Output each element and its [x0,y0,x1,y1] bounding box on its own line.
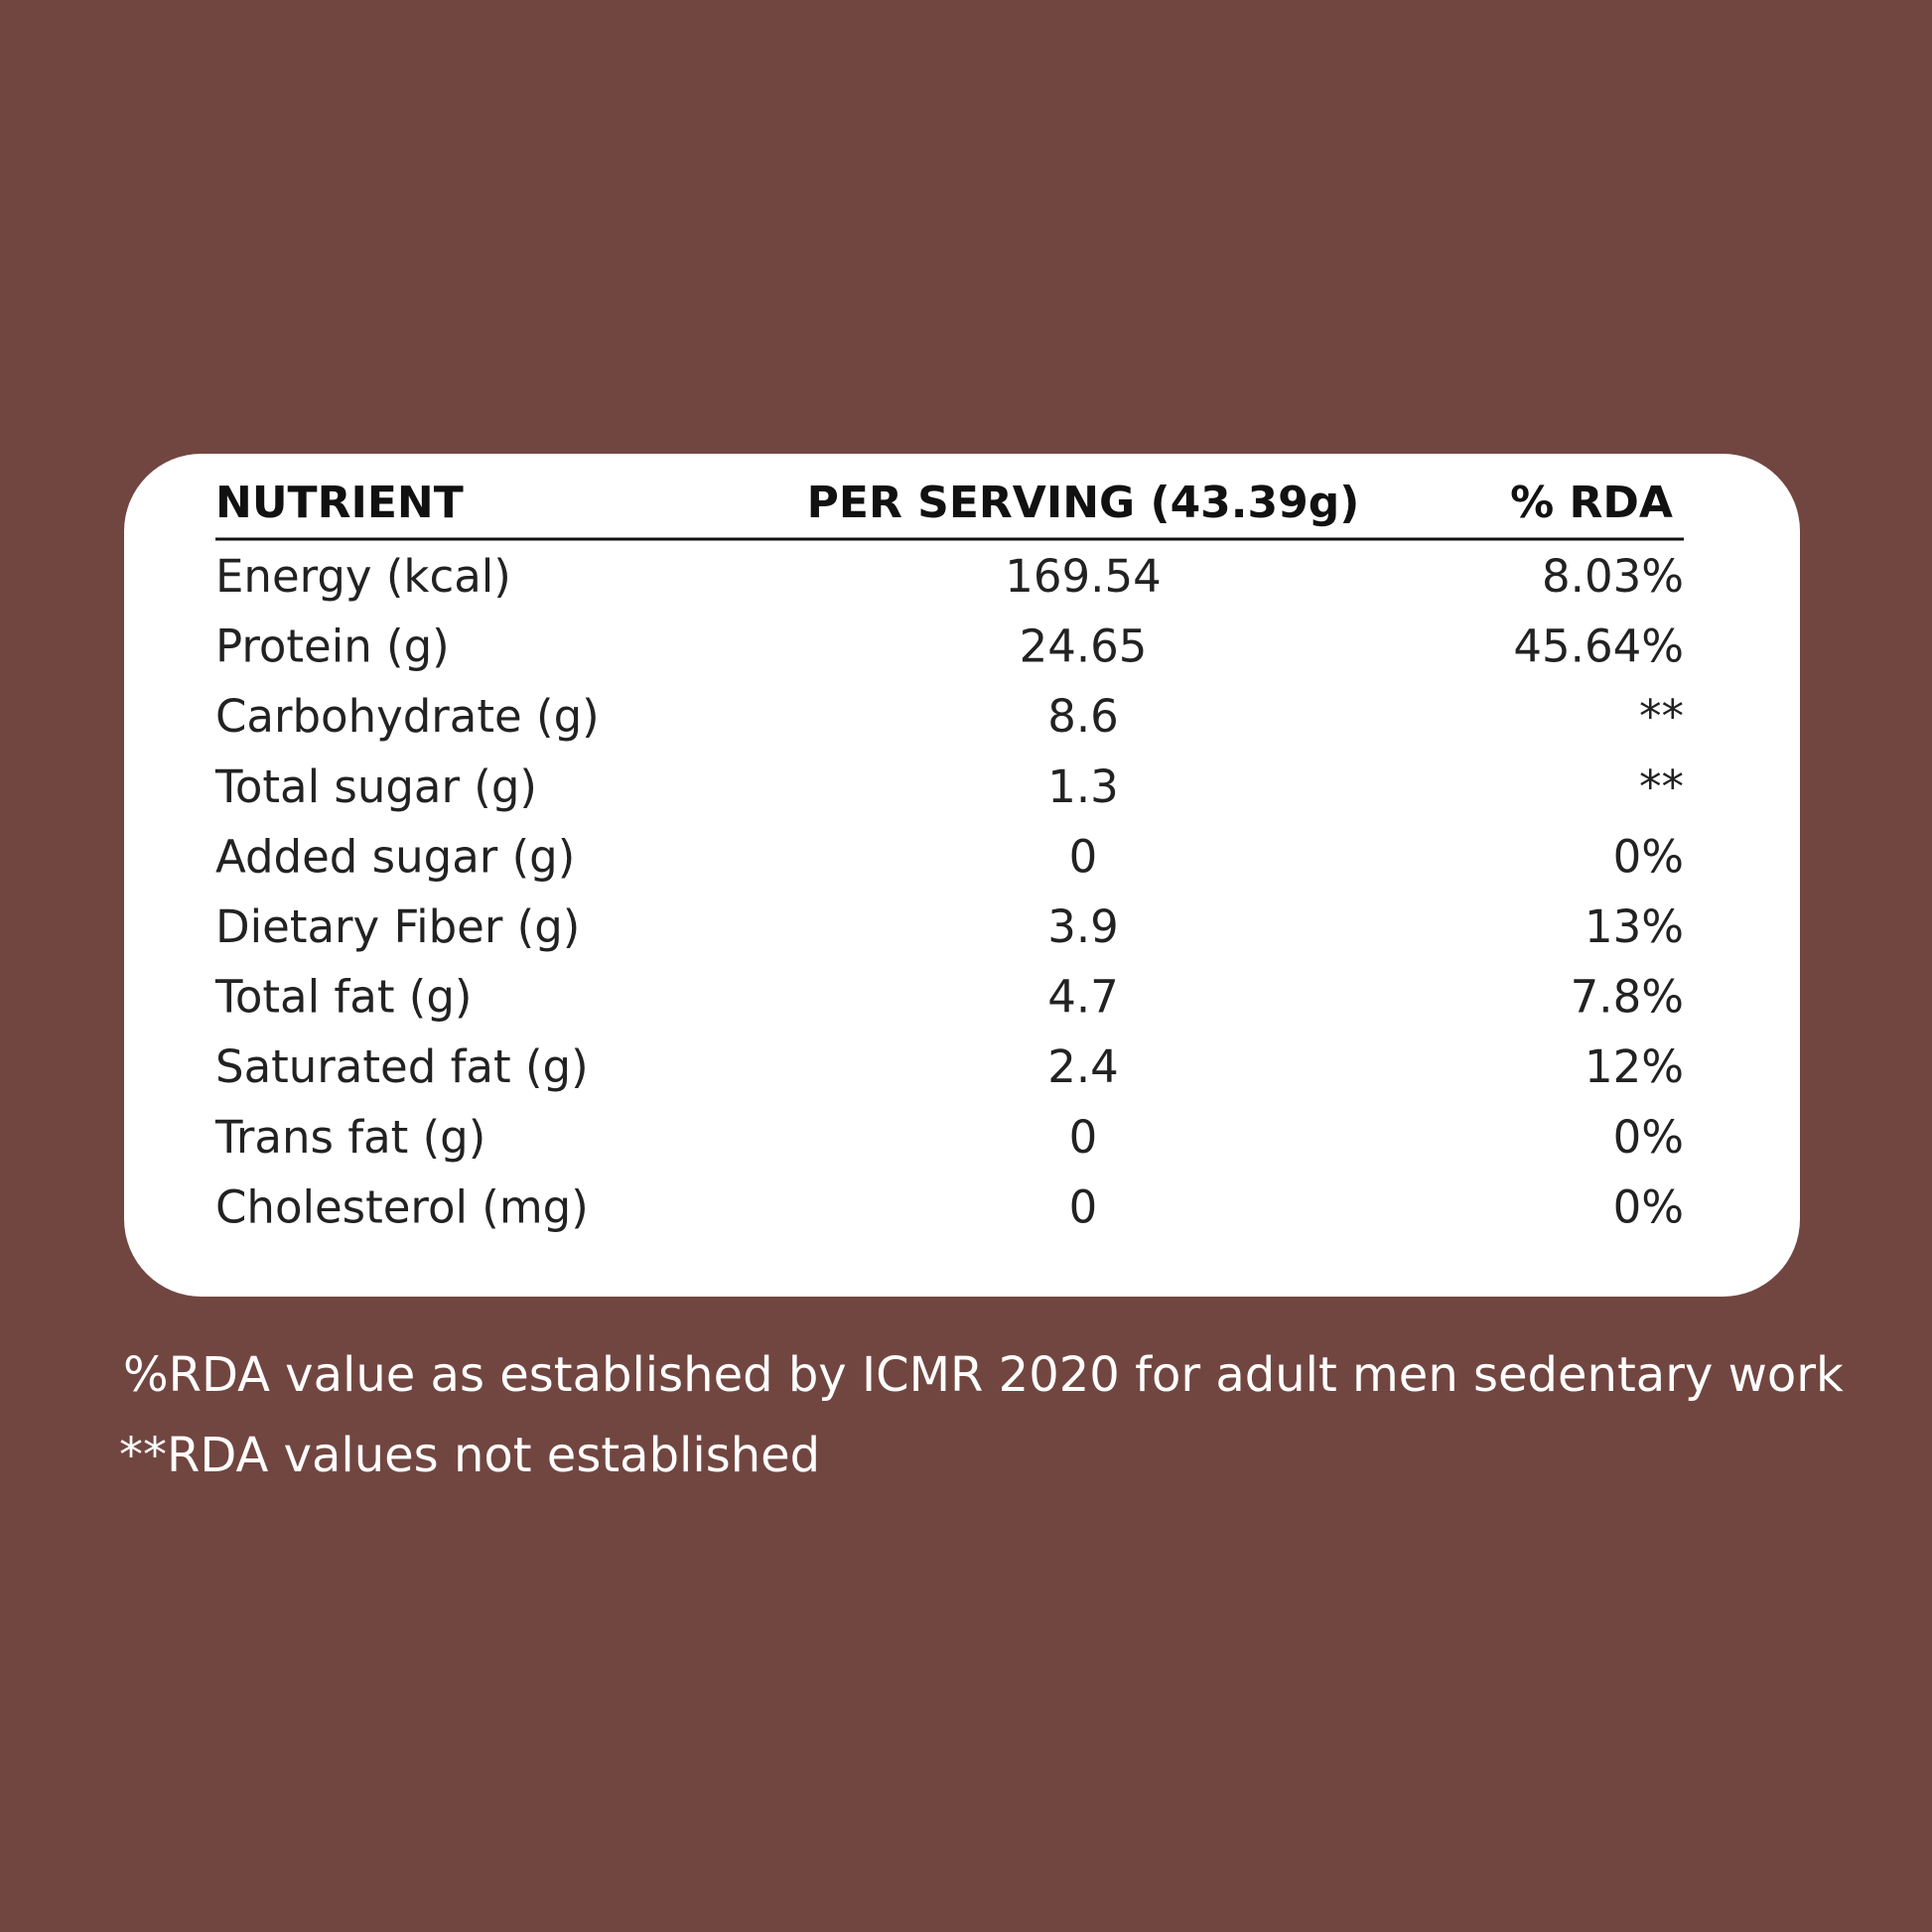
rda-value: 0% [1613,830,1684,883]
nutrient-name: Dietary Fiber (g) [215,900,580,953]
per-serving-value: 4.7 [1047,971,1119,1024]
per-serving-value: 24.65 [1020,621,1148,673]
nutrient-name: Added sugar (g) [215,830,575,883]
nutrient-name: Total sugar (g) [214,760,537,813]
rda-value: 45.64% [1513,621,1684,673]
nutrient-name: Carbohydrate (g) [215,690,600,743]
rda-value: 7.8% [1571,971,1684,1024]
rda-value: 0% [1613,1180,1684,1233]
footnote: **RDA values not established [119,1428,820,1483]
per-serving-value: 0 [1069,1111,1098,1164]
header-rda: % RDA [1510,478,1673,528]
rda-value: 12% [1585,1040,1684,1093]
per-serving-value: 0 [1069,830,1098,883]
per-serving-value: 3.9 [1047,900,1119,953]
header-nutrient: NUTRIENT [215,478,464,528]
per-serving-value: 1.3 [1047,760,1119,813]
nutrient-name: Trans fat (g) [214,1111,485,1164]
per-serving-value: 169.54 [1005,550,1161,603]
nutrient-name: Protein (g) [215,621,450,673]
nutrient-name: Energy (kcal) [215,550,511,603]
rda-value: ** [1639,690,1684,743]
rda-value: ** [1639,760,1684,813]
footnote: %RDA value as established by ICMR 2020 f… [123,1347,1844,1403]
per-serving-value: 2.4 [1047,1040,1119,1093]
header-per-serving: PER SERVING (43.39g) [807,478,1360,528]
per-serving-value: 8.6 [1047,690,1119,743]
table-body: Energy (kcal) 169.54 8.03% Protein (g) 24.65… [214,550,1684,1233]
table-card [124,454,1800,1297]
rda-value: 8.03% [1542,550,1684,603]
per-serving-value: 0 [1069,1180,1098,1233]
nutrient-name: Cholesterol (mg) [215,1180,589,1233]
rda-value: 0% [1613,1111,1684,1164]
nutrient-name: Saturated fat (g) [215,1040,589,1093]
rda-value: 13% [1585,900,1684,953]
nutrient-name: Total fat (g) [214,971,472,1024]
